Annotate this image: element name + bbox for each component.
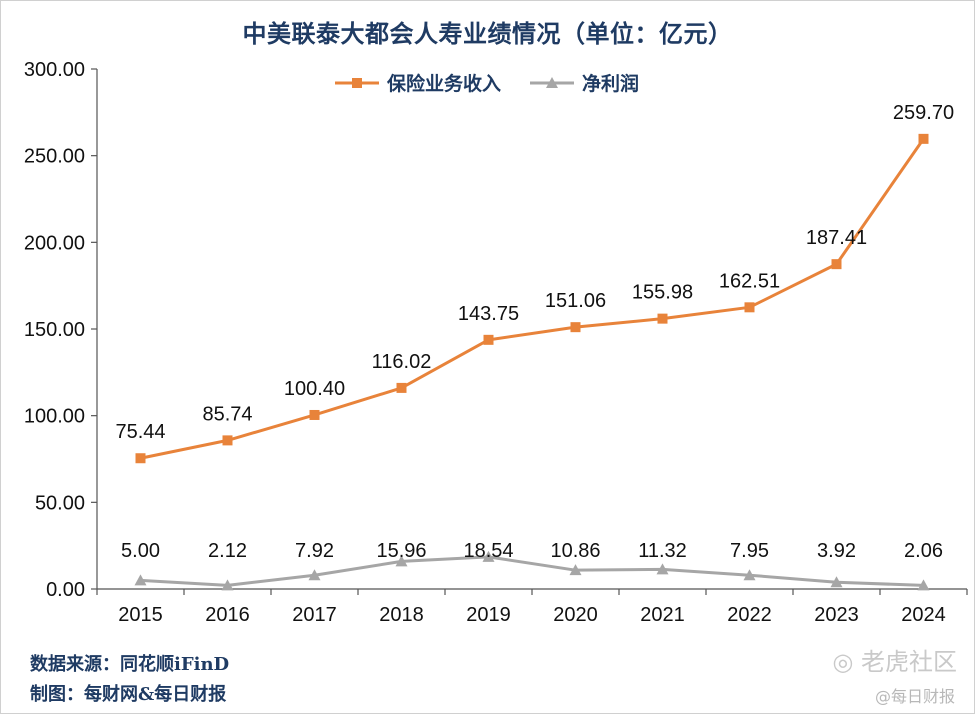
series-point-triangle xyxy=(743,569,756,581)
x-tick-label: 2015 xyxy=(118,604,163,626)
data-label: 15.96 xyxy=(376,540,426,562)
x-tick-label: 2021 xyxy=(640,604,685,626)
series-point-square xyxy=(831,259,842,270)
legend: 保险业务收入 净利润 xyxy=(335,72,639,95)
series-point-square xyxy=(352,78,362,88)
y-tick-label: 100.00 xyxy=(24,406,85,428)
series-point-triangle xyxy=(308,569,321,581)
series-point-triangle xyxy=(221,579,234,591)
series-point-triangle xyxy=(569,564,582,576)
x-tick-label: 2020 xyxy=(553,604,598,626)
made-by-note: 制图：每财网&每日财报 xyxy=(30,684,227,705)
data-label: 7.92 xyxy=(295,540,334,562)
community-watermark: ◎ 老虎社区 xyxy=(832,642,957,677)
series-point-square xyxy=(744,302,755,313)
y-tick-label: 0.00 xyxy=(46,579,85,601)
series-point-triangle xyxy=(546,77,558,88)
series-point-square xyxy=(222,435,233,446)
tiger-logo-icon: ◎ xyxy=(832,648,854,676)
x-tick-label: 2017 xyxy=(292,604,337,626)
series-line xyxy=(140,555,924,587)
data-label: 18.54 xyxy=(463,540,513,562)
series-line xyxy=(140,137,925,460)
x-tick-label: 2019 xyxy=(466,604,511,626)
data-source-note: 数据来源：同花顺iFinD xyxy=(30,654,230,675)
x-tick-label: 2024 xyxy=(901,604,946,626)
legend-label: 净利润 xyxy=(582,72,639,95)
series-point-triangle xyxy=(917,579,930,591)
series-insurance-revenue: 75.44 85.74 100.40 116.02 143.75 151.06 155.98… xyxy=(115,102,954,464)
data-label: 5.00 xyxy=(121,540,160,562)
data-label: 162.51 xyxy=(719,270,780,292)
data-label: 85.74 xyxy=(202,403,252,425)
chart-title: 中美联泰大都会人寿业绩情况（单位：亿元） xyxy=(242,19,733,48)
series-point-square xyxy=(570,322,581,333)
axes: 0.00 50.00 100.00 150.00 200.00 250.00 300.00 2… xyxy=(24,59,968,626)
data-label: 2.06 xyxy=(904,540,943,562)
data-label: 100.40 xyxy=(284,378,345,400)
x-tick-label: 2022 xyxy=(727,604,772,626)
series-point-square xyxy=(657,313,668,324)
series-point-triangle xyxy=(482,550,495,562)
data-label: 116.02 xyxy=(372,351,432,373)
series-point-triangle xyxy=(395,555,408,567)
y-tick-label: 200.00 xyxy=(24,232,85,254)
x-tick-label: 2016 xyxy=(205,604,250,626)
y-tick-label: 300.00 xyxy=(24,59,85,81)
data-label: 75.44 xyxy=(115,421,165,443)
series-layer: 75.44 85.74 100.40 116.02 143.75 151.06 155.98… xyxy=(115,102,954,591)
series-point-square xyxy=(309,409,320,420)
series-point-triangle xyxy=(656,563,669,575)
data-label: 187.41 xyxy=(806,227,867,249)
series-point-triangle xyxy=(830,576,843,588)
data-label: 259.70 xyxy=(893,102,954,124)
data-label: 3.92 xyxy=(817,540,856,562)
series-point-square xyxy=(396,382,407,393)
data-label: 151.06 xyxy=(545,290,606,312)
legend-label: 保险业务收入 xyxy=(386,72,501,95)
series-point-square xyxy=(135,453,146,464)
series-point-square xyxy=(483,334,494,345)
data-label: 10.86 xyxy=(550,540,600,562)
series-point-square xyxy=(918,133,929,144)
y-tick-label: 150.00 xyxy=(24,319,85,341)
x-tick-label: 2023 xyxy=(814,604,859,626)
x-tick-label: 2018 xyxy=(379,604,424,626)
community-watermark-text: 老虎社区 xyxy=(861,648,957,676)
account-watermark: @每日财报 xyxy=(874,687,955,706)
series-point-triangle xyxy=(134,574,147,586)
data-label: 2.12 xyxy=(208,540,247,562)
series-net-profit: 5.00 2.12 7.92 15.96 18.54 10.86 11.32 7.95 3.92… xyxy=(121,540,943,591)
data-label: 143.75 xyxy=(458,303,519,325)
data-label: 155.98 xyxy=(632,282,693,304)
y-tick-label: 250.00 xyxy=(24,146,85,168)
y-tick-label: 50.00 xyxy=(35,492,85,514)
data-label: 11.32 xyxy=(638,540,687,562)
data-label: 7.95 xyxy=(730,540,769,562)
